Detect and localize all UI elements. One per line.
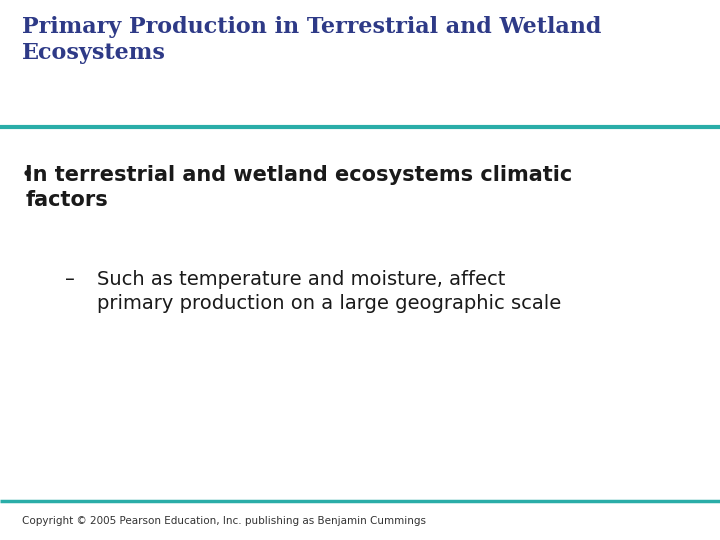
Text: Copyright © 2005 Pearson Education, Inc. publishing as Benjamin Cummings: Copyright © 2005 Pearson Education, Inc.… [22,516,426,526]
Text: In terrestrial and wetland ecosystems climatic
factors: In terrestrial and wetland ecosystems cl… [25,165,572,210]
Text: Primary Production in Terrestrial and Wetland
Ecosystems: Primary Production in Terrestrial and We… [22,16,601,64]
Text: Such as temperature and moisture, affect
primary production on a large geographi: Such as temperature and moisture, affect… [97,270,562,313]
Text: –: – [65,270,75,289]
Text: •: • [20,165,33,185]
